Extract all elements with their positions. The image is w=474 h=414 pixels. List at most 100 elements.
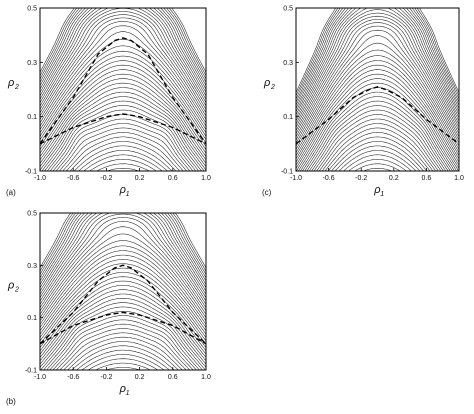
panel-c-x-ticks: -1.0 -0.6 -0.2 0.2 0.6 1.0 [290, 168, 464, 182]
panel-b-x-tick-label: 1.0 [201, 374, 211, 381]
contour-line [62, 132, 184, 171]
panel-c-frame [295, 7, 460, 172]
contour-line [40, 213, 206, 305]
panel-c-y-tick-label: -0.1 [281, 169, 293, 176]
panel-a-x-tick-label: 1.0 [201, 175, 211, 182]
panel-b-dashed-curves [40, 264, 206, 345]
contour-line [40, 293, 206, 361]
panel-c-x-axis-symbol: ρ [373, 184, 380, 196]
contour-line [40, 17, 206, 117]
contour-line [40, 240, 206, 322]
panel-a-contour-lines [40, 8, 206, 171]
contour-line [296, 64, 459, 163]
contour-line [313, 114, 442, 171]
panel-a-y-ticks: 0.5 0.3 0.1 -0.1 [25, 6, 43, 176]
panel-b-x-ticks: -1.0 -0.6 -0.2 0.2 0.6 1.0 [34, 367, 211, 381]
contour-line [40, 213, 206, 278]
panel-b-y-ticks: 0.5 0.3 0.1 -0.1 [25, 211, 43, 375]
contour-line [316, 118, 439, 171]
panel-b-y-tick-label: 0.1 [27, 315, 37, 322]
panel-b-y-tick-label: -0.1 [25, 368, 37, 375]
contour-line [40, 272, 206, 345]
panel-a-x-axis-symbol: ρ [119, 184, 126, 196]
panel-a-tag: (a) [6, 188, 16, 197]
panel-a-y-axis-symbol: ρ [7, 77, 14, 89]
contour-line [296, 8, 459, 109]
contour-line [304, 96, 451, 171]
contour-line [71, 345, 175, 370]
contour-line [296, 8, 459, 106]
contour-line [302, 91, 453, 171]
contour-line [59, 332, 187, 370]
panel-b-y-axis-label: ρ 2 [7, 279, 19, 293]
panel-a-y-tick-label: 0.3 [27, 60, 37, 67]
contour-line [66, 136, 180, 171]
contour-line [354, 163, 401, 171]
panel-c-y-tick-label: 0.1 [283, 114, 293, 121]
panel-a-y-axis-subscript: 2 [14, 84, 19, 91]
contour-line [44, 105, 202, 171]
panel-b-x-tick-label: -0.6 [67, 374, 79, 381]
contour-line [40, 96, 206, 171]
contour-line [327, 136, 428, 171]
panel-c-y-axis-label: ρ 2 [263, 77, 275, 91]
panel-a-x-tick-label: -0.6 [67, 175, 79, 182]
panel-b-x-tick-label: 0.6 [168, 374, 178, 381]
panel-a-y-tick-label: 0.1 [27, 114, 37, 121]
contour-line [41, 100, 205, 171]
contour-line [40, 87, 206, 164]
contour-line [96, 163, 150, 171]
dashed-curve [40, 113, 206, 145]
panel-a-y-tick-label: -0.1 [25, 169, 37, 176]
contour-line [296, 8, 459, 122]
contour-line [59, 127, 187, 171]
contour-line [40, 213, 206, 298]
dashed-curve [40, 264, 206, 345]
dashed-curve [296, 86, 459, 145]
panel-b-y-tick-label: 0.5 [27, 211, 37, 218]
panel-a-x-ticks: -1.0 -0.6 -0.2 0.2 0.6 1.0 [34, 168, 211, 182]
panel-c-x-tick-label: -0.6 [323, 175, 335, 182]
contour-line [40, 8, 206, 83]
panel-a-x-axis-subscript: 1 [126, 191, 130, 198]
panel-b-x-tick-label: -1.0 [34, 374, 46, 381]
panel-c-y-ticks: 0.5 0.3 0.1 -0.1 [281, 6, 299, 176]
panel-a-x-tick-label: 0.6 [168, 175, 178, 182]
panel-a-frame [39, 7, 207, 172]
contour-line [56, 328, 190, 370]
contour-line [40, 21, 206, 120]
contour-line [49, 319, 197, 370]
panel-b-x-axis-subscript: 1 [126, 390, 130, 397]
panel-c-x-tick-label: 0.2 [389, 175, 399, 182]
contour-line [78, 150, 168, 171]
panel-b-y-axis-symbol: ρ [7, 279, 14, 291]
panel-c-contour-lines [296, 8, 459, 171]
contour-line [40, 213, 206, 292]
panel-c-x-tick-label: 1.0 [454, 175, 464, 182]
contour-line [306, 100, 449, 171]
panel-c-x-tick-label: -0.2 [355, 175, 367, 182]
contour-line [63, 336, 183, 370]
contour-line [40, 78, 206, 157]
contour-line [296, 42, 459, 150]
panel-a-dashed-curves [40, 37, 206, 145]
panel-a-x-tick-label: 0.2 [135, 175, 145, 182]
contour-line [46, 315, 200, 370]
contour-line [296, 8, 459, 119]
contour-line [40, 213, 206, 285]
contour-line [40, 302, 206, 368]
contour-line [40, 31, 206, 127]
dashed-curve [40, 311, 206, 345]
panel-a: 0.5 0.3 0.1 -0.1 -1.0 -0.6 -0.2 0.2 0.6 … [6, 6, 211, 199]
panel-b-x-tick-label: -0.2 [100, 374, 112, 381]
panel-c-x-tick-label: -1.0 [290, 175, 302, 182]
contour-line [343, 154, 412, 171]
contour-line [296, 78, 459, 171]
contour-line [296, 19, 459, 134]
contour-line [324, 132, 431, 171]
contour-line [40, 267, 206, 341]
contour-line [40, 8, 206, 97]
panel-c: 0.5 0.3 0.1 -0.1 -1.0 -0.6 -0.2 0.2 0.6 … [262, 6, 464, 199]
contour-line [40, 250, 206, 328]
contour-line [311, 109, 444, 171]
